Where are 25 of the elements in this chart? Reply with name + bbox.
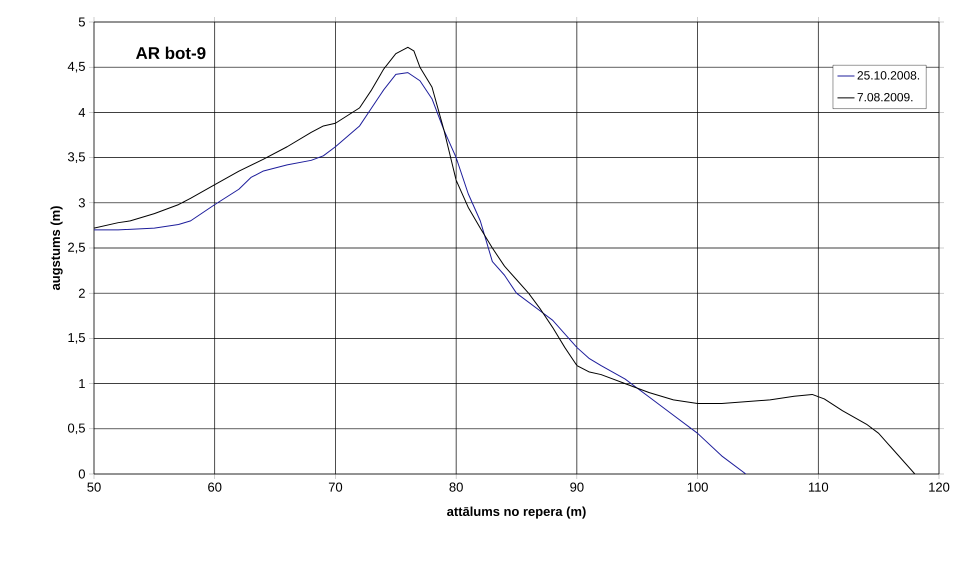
x-tick-label: 70 <box>328 482 342 492</box>
x-tick-label: 100 <box>688 482 708 492</box>
x-tick-label: 50 <box>87 482 101 492</box>
x-tick-label: 120 <box>929 482 950 492</box>
text: AR bot-9 <box>136 46 206 60</box>
y-tick-label: 2 <box>78 288 85 298</box>
y-tick-label: 0,5 <box>68 423 85 434</box>
x-tick-label: 90 <box>570 482 584 492</box>
y-tick-label: 2,5 <box>68 242 85 254</box>
y-tick-label: 3,5 <box>68 152 85 163</box>
x-tick-label: 110 <box>808 482 828 492</box>
y-tick-label: 4 <box>78 108 86 117</box>
y-axis-title: augstums (m) <box>50 206 63 290</box>
y-tick-label: 3 <box>78 198 85 208</box>
y-tick-label: 4,5 <box>68 62 85 72</box>
x-tick-label: 60 <box>208 482 222 492</box>
x-axis-title: attālums no repera (m) <box>447 506 586 519</box>
y-tick-label: 1 <box>79 379 85 388</box>
legend-label: 7.08.2009. <box>858 92 912 102</box>
y-tick-label: 0 <box>78 469 85 479</box>
y-tick-label: 1,5 <box>68 333 85 344</box>
x-tick-label: 80 <box>450 482 463 492</box>
legend-label: 25.10.2008. <box>858 71 920 80</box>
line-series <box>94 72 746 474</box>
y-tick-label: 5 <box>78 17 85 27</box>
